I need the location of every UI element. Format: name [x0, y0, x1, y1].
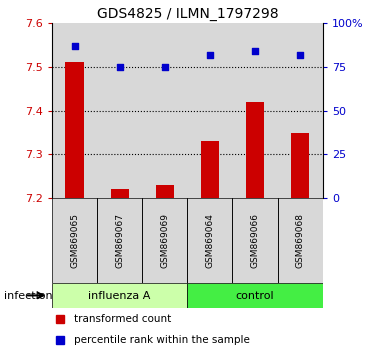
- Bar: [142, 23, 187, 198]
- Bar: [142, 198, 187, 283]
- Text: percentile rank within the sample: percentile rank within the sample: [73, 335, 249, 345]
- Bar: [246, 102, 264, 198]
- Bar: [156, 185, 174, 198]
- Bar: [52, 198, 97, 283]
- Text: GSM869069: GSM869069: [160, 213, 169, 268]
- Bar: [233, 198, 278, 283]
- Text: infection: infection: [4, 291, 52, 301]
- Bar: [66, 62, 83, 198]
- Point: [72, 43, 78, 48]
- Text: GSM869067: GSM869067: [115, 213, 124, 268]
- Text: influenza A: influenza A: [88, 291, 151, 301]
- Text: transformed count: transformed count: [73, 314, 171, 324]
- Bar: [111, 189, 129, 198]
- Bar: [187, 23, 233, 198]
- Point: [162, 64, 168, 70]
- Bar: [97, 23, 142, 198]
- Bar: [291, 132, 309, 198]
- Bar: [278, 23, 323, 198]
- Point: [297, 52, 303, 57]
- Bar: [201, 141, 219, 198]
- Title: GDS4825 / ILMN_1797298: GDS4825 / ILMN_1797298: [96, 7, 278, 21]
- Bar: [52, 23, 97, 198]
- Bar: [187, 198, 233, 283]
- Text: GSM869068: GSM869068: [296, 213, 305, 268]
- Text: GSM869065: GSM869065: [70, 213, 79, 268]
- Text: control: control: [236, 291, 275, 301]
- Point: [117, 64, 123, 70]
- Text: GSM869066: GSM869066: [250, 213, 260, 268]
- Bar: [97, 198, 142, 283]
- Bar: [52, 283, 187, 308]
- Point: [207, 52, 213, 57]
- Bar: [278, 198, 323, 283]
- Point: [252, 48, 258, 54]
- Bar: [187, 283, 323, 308]
- Bar: [233, 23, 278, 198]
- Text: GSM869064: GSM869064: [206, 213, 214, 268]
